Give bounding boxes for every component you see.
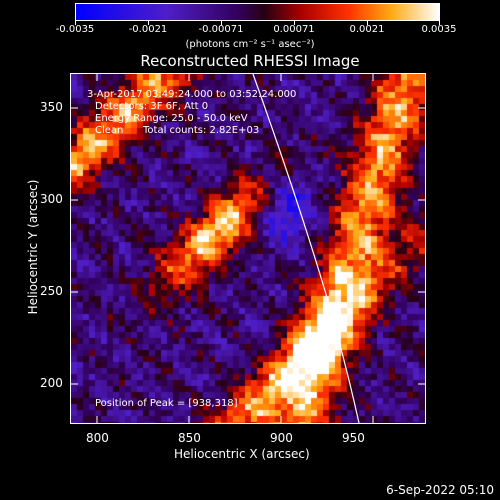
date-stamp: 6-Sep-2022 05:10 xyxy=(386,483,494,497)
colorbar-tick-label: -0.0035 xyxy=(55,24,95,35)
colorbar-tick xyxy=(75,20,76,25)
image-title: Reconstructed RHESSI Image xyxy=(140,52,360,70)
clean-label: Clean xyxy=(95,125,124,136)
y-tick-label: 350 xyxy=(40,100,63,114)
colorbar-tick xyxy=(439,20,440,25)
colorbar xyxy=(75,3,440,21)
detectors-text: Detectors: 3F 6F, Att 0 xyxy=(95,101,209,112)
peak-position-text: Position of Peak = [938,318] xyxy=(95,398,238,409)
colorbar-tick-label: -0.0021 xyxy=(128,24,168,35)
colorbar-tick xyxy=(367,20,368,25)
x-tick-label: 900 xyxy=(270,431,293,445)
y-tick-label: 200 xyxy=(40,376,63,390)
total-counts-text: Total counts: 2.82E+03 xyxy=(143,125,260,136)
colorbar-tick xyxy=(294,20,295,25)
solar-limb-line xyxy=(252,74,360,423)
x-tick-label: 800 xyxy=(86,431,109,445)
y-axis-title: Heliocentric Y (arcsec) xyxy=(26,179,40,315)
x-axis-title: Heliocentric X (arcsec) xyxy=(174,447,310,461)
colorbar-tick-label: -0.00071 xyxy=(198,24,244,35)
colorbar-tick-label: 0.00071 xyxy=(273,24,315,35)
rhessi-image-plot: 3-Apr-2017 03:49:24.000 to 03:52:24.000 … xyxy=(70,73,426,424)
colorbar-units: (photons cm⁻² s⁻¹ asec⁻²) xyxy=(185,39,315,50)
colorbar-tick xyxy=(148,20,149,25)
time-range-text: 3-Apr-2017 03:49:24.000 to 03:52:24.000 xyxy=(87,89,297,100)
colorbar-tick xyxy=(221,20,222,25)
x-tick-label: 950 xyxy=(342,431,365,445)
colorbar-tick-label: 0.0021 xyxy=(349,24,385,35)
plot-overlay xyxy=(252,74,360,423)
y-tick-label: 250 xyxy=(40,284,63,298)
x-tick-label: 850 xyxy=(178,431,201,445)
rhessi-image-raster xyxy=(71,74,425,423)
colorbar-tick-label: 0.0035 xyxy=(421,24,457,35)
energy-range-text: Energy Range: 25.0 - 50.0 keV xyxy=(95,113,248,124)
y-tick-label: 300 xyxy=(40,192,63,206)
